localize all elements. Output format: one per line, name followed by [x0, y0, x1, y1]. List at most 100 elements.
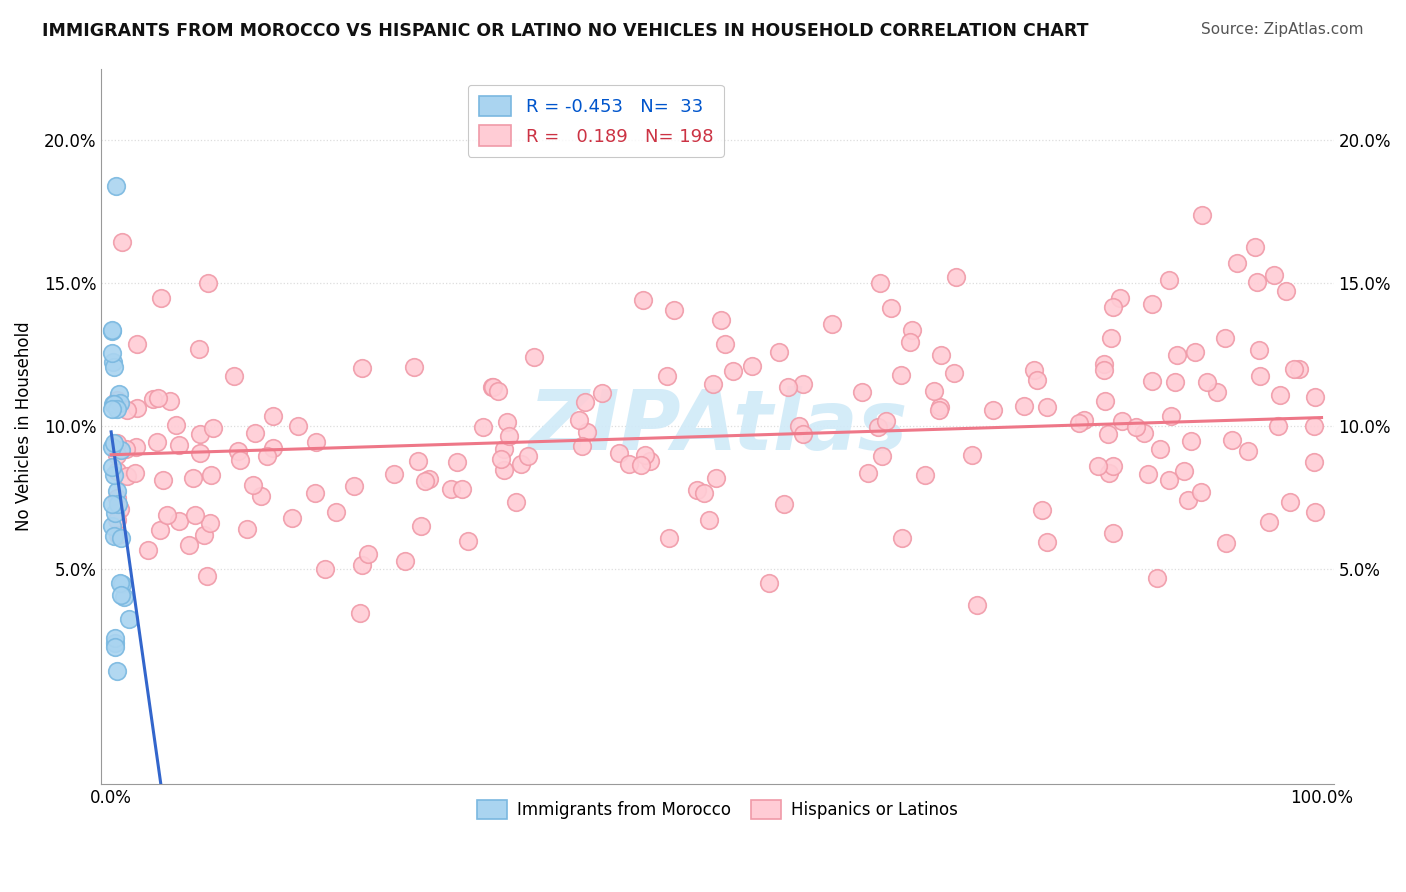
Point	[256, 449, 278, 463]
Point	[942, 366, 965, 380]
Point	[472, 420, 495, 434]
Point	[350, 361, 373, 376]
Point	[110, 588, 132, 602]
Point	[758, 575, 780, 590]
Point	[1102, 458, 1125, 473]
Point	[1303, 419, 1326, 434]
Point	[262, 441, 284, 455]
Point	[492, 463, 515, 477]
Point	[1263, 268, 1285, 283]
Text: ZIPAtlas: ZIPAtlas	[527, 385, 907, 467]
Point	[100, 401, 122, 416]
Point	[118, 612, 141, 626]
Point	[1159, 273, 1181, 287]
Point	[226, 443, 249, 458]
Point	[1257, 515, 1279, 529]
Point	[481, 379, 503, 393]
Point	[591, 386, 613, 401]
Point	[108, 502, 131, 516]
Point	[101, 440, 124, 454]
Point	[880, 301, 903, 315]
Point	[305, 434, 328, 449]
Point	[1220, 434, 1243, 448]
Point	[105, 464, 128, 478]
Point	[281, 510, 304, 524]
Point	[136, 543, 159, 558]
Point	[100, 497, 122, 511]
Point	[325, 505, 347, 519]
Point	[981, 403, 1004, 417]
Point	[124, 466, 146, 480]
Point	[869, 277, 891, 291]
Point	[262, 409, 284, 423]
Point	[1305, 504, 1327, 518]
Point	[103, 529, 125, 543]
Point	[142, 392, 165, 406]
Point	[107, 528, 129, 542]
Point	[413, 475, 436, 489]
Point	[104, 636, 127, 650]
Point	[146, 435, 169, 450]
Point	[692, 486, 714, 500]
Point	[498, 428, 520, 442]
Point	[103, 468, 125, 483]
Point	[104, 632, 127, 646]
Point	[114, 442, 136, 457]
Point	[630, 458, 652, 472]
Legend: Immigrants from Morocco, Hispanics or Latinos: Immigrants from Morocco, Hispanics or La…	[471, 793, 965, 825]
Point	[914, 467, 936, 482]
Point	[104, 640, 127, 654]
Point	[821, 318, 844, 332]
Point	[1102, 526, 1125, 541]
Point	[343, 478, 366, 492]
Point	[1284, 362, 1306, 376]
Y-axis label: No Vehicles in Household: No Vehicles in Household	[15, 321, 32, 531]
Point	[631, 293, 654, 307]
Point	[101, 397, 124, 411]
Point	[787, 419, 810, 434]
Point	[1226, 255, 1249, 269]
Point	[482, 380, 505, 394]
Point	[409, 518, 432, 533]
Point	[773, 497, 796, 511]
Point	[1279, 495, 1302, 509]
Point	[1099, 331, 1122, 345]
Point	[571, 439, 593, 453]
Point	[1246, 275, 1268, 289]
Point	[858, 466, 880, 480]
Point	[1267, 419, 1289, 434]
Point	[105, 448, 128, 462]
Point	[394, 554, 416, 568]
Point	[1180, 434, 1202, 448]
Point	[1036, 534, 1059, 549]
Point	[236, 523, 259, 537]
Point	[197, 276, 219, 290]
Point	[891, 531, 914, 545]
Point	[101, 355, 124, 369]
Point	[1133, 425, 1156, 440]
Point	[1012, 399, 1035, 413]
Point	[699, 513, 721, 527]
Point	[1140, 297, 1163, 311]
Point	[1195, 375, 1218, 389]
Point	[1173, 464, 1195, 478]
Point	[187, 342, 209, 356]
Point	[250, 489, 273, 503]
Point	[1305, 390, 1327, 404]
Point	[709, 313, 731, 327]
Point	[167, 514, 190, 528]
Point	[125, 337, 148, 351]
Point	[105, 402, 128, 417]
Point	[655, 369, 678, 384]
Point	[576, 425, 599, 439]
Point	[634, 448, 657, 462]
Point	[706, 470, 728, 484]
Point	[1247, 343, 1270, 357]
Point	[222, 368, 245, 383]
Point	[112, 590, 135, 604]
Point	[505, 495, 527, 509]
Point	[200, 467, 222, 482]
Point	[686, 483, 709, 498]
Point	[101, 323, 124, 337]
Point	[177, 538, 200, 552]
